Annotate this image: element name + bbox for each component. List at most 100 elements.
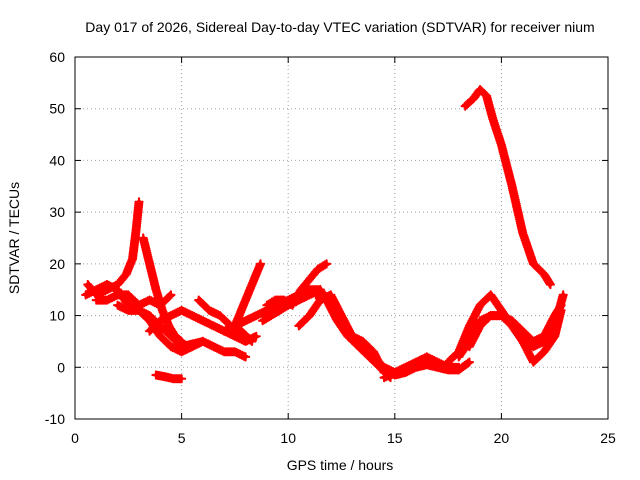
data-point bbox=[217, 313, 222, 318]
data-point bbox=[335, 318, 340, 323]
x-tick-label: 15 bbox=[387, 430, 403, 446]
data-point bbox=[367, 354, 372, 359]
data-point bbox=[126, 292, 131, 297]
data-point bbox=[499, 142, 504, 147]
data-point bbox=[269, 313, 274, 318]
data-point bbox=[147, 318, 152, 323]
data-point bbox=[260, 318, 265, 323]
data-point bbox=[531, 339, 536, 344]
series-track-4 bbox=[138, 233, 187, 346]
data-point bbox=[85, 282, 90, 287]
data-point bbox=[166, 323, 171, 328]
data-point bbox=[168, 344, 173, 349]
data-point bbox=[403, 370, 408, 375]
data-point bbox=[171, 376, 176, 381]
data-point bbox=[345, 334, 350, 339]
data-point bbox=[484, 93, 489, 98]
x-tick-label: 5 bbox=[178, 430, 186, 446]
data-point bbox=[324, 298, 329, 303]
data-point bbox=[136, 303, 141, 308]
data-point bbox=[307, 277, 312, 282]
data-point bbox=[168, 292, 173, 297]
series-markers bbox=[83, 197, 144, 300]
data-point bbox=[435, 365, 440, 370]
data-point bbox=[559, 303, 564, 308]
x-tick-label: 0 bbox=[71, 430, 79, 446]
data-point bbox=[488, 313, 493, 318]
data-point bbox=[94, 298, 99, 303]
y-tick-label: 10 bbox=[49, 308, 65, 324]
data-point bbox=[360, 339, 365, 344]
data-point bbox=[249, 339, 254, 344]
data-point bbox=[258, 261, 263, 266]
data-point bbox=[136, 308, 141, 313]
data-point bbox=[424, 354, 429, 359]
data-point bbox=[245, 292, 250, 297]
x-tick-label: 20 bbox=[494, 430, 510, 446]
series-markers bbox=[460, 85, 555, 290]
data-point bbox=[179, 339, 184, 344]
data-point bbox=[456, 354, 461, 359]
data-point bbox=[467, 360, 472, 365]
y-tick-label: 40 bbox=[49, 152, 65, 168]
data-point bbox=[531, 261, 536, 266]
data-point bbox=[190, 313, 195, 318]
data-point bbox=[173, 334, 178, 339]
data-point bbox=[471, 96, 476, 101]
data-point bbox=[104, 298, 109, 303]
data-point bbox=[542, 334, 547, 339]
series-track-7 bbox=[151, 370, 187, 384]
data-point bbox=[179, 308, 184, 313]
series-track-12 bbox=[262, 259, 332, 310]
data-point bbox=[154, 287, 159, 292]
data-point bbox=[130, 256, 135, 261]
data-point bbox=[190, 344, 195, 349]
data-point bbox=[211, 323, 216, 328]
data-point bbox=[488, 292, 493, 297]
data-point bbox=[254, 334, 259, 339]
data-point bbox=[83, 292, 88, 297]
data-point bbox=[147, 329, 152, 334]
data-point bbox=[318, 287, 323, 292]
series-track-5 bbox=[91, 290, 176, 310]
data-point bbox=[147, 298, 152, 303]
data-point bbox=[499, 313, 504, 318]
chart-title: Day 017 of 2026, Sidereal Day-to-day VTE… bbox=[85, 19, 594, 35]
data-point bbox=[520, 329, 525, 334]
data-point bbox=[115, 303, 120, 308]
data-point bbox=[124, 272, 129, 277]
series-track-6 bbox=[145, 305, 261, 346]
data-point bbox=[324, 261, 329, 266]
series-track-17 bbox=[390, 357, 474, 380]
data-point bbox=[313, 292, 318, 297]
data-point bbox=[467, 323, 472, 328]
data-point bbox=[542, 349, 547, 354]
data-point bbox=[141, 236, 146, 240]
data-point bbox=[232, 334, 237, 339]
data-point bbox=[520, 339, 525, 344]
data-point bbox=[273, 298, 278, 303]
data-point bbox=[158, 334, 163, 339]
data-point bbox=[179, 376, 184, 381]
series-track-8 bbox=[194, 295, 257, 346]
data-point bbox=[478, 87, 483, 92]
series-track-15 bbox=[311, 290, 396, 383]
data-point bbox=[243, 354, 248, 359]
data-point bbox=[463, 104, 468, 109]
data-point bbox=[478, 303, 483, 308]
data-point bbox=[531, 360, 536, 365]
series-markers bbox=[151, 370, 187, 384]
data-point bbox=[456, 367, 461, 372]
y-tick-label: 50 bbox=[49, 101, 65, 117]
data-point bbox=[290, 303, 295, 308]
data-point bbox=[254, 313, 259, 318]
data-point bbox=[239, 329, 244, 334]
x-axis-title: GPS time / hours bbox=[287, 457, 394, 473]
data-point bbox=[147, 261, 152, 266]
data-point bbox=[307, 313, 312, 318]
data-point bbox=[200, 318, 205, 323]
data-point bbox=[158, 303, 163, 308]
data-point bbox=[277, 308, 282, 313]
data-point bbox=[136, 199, 141, 204]
data-point bbox=[179, 349, 184, 354]
